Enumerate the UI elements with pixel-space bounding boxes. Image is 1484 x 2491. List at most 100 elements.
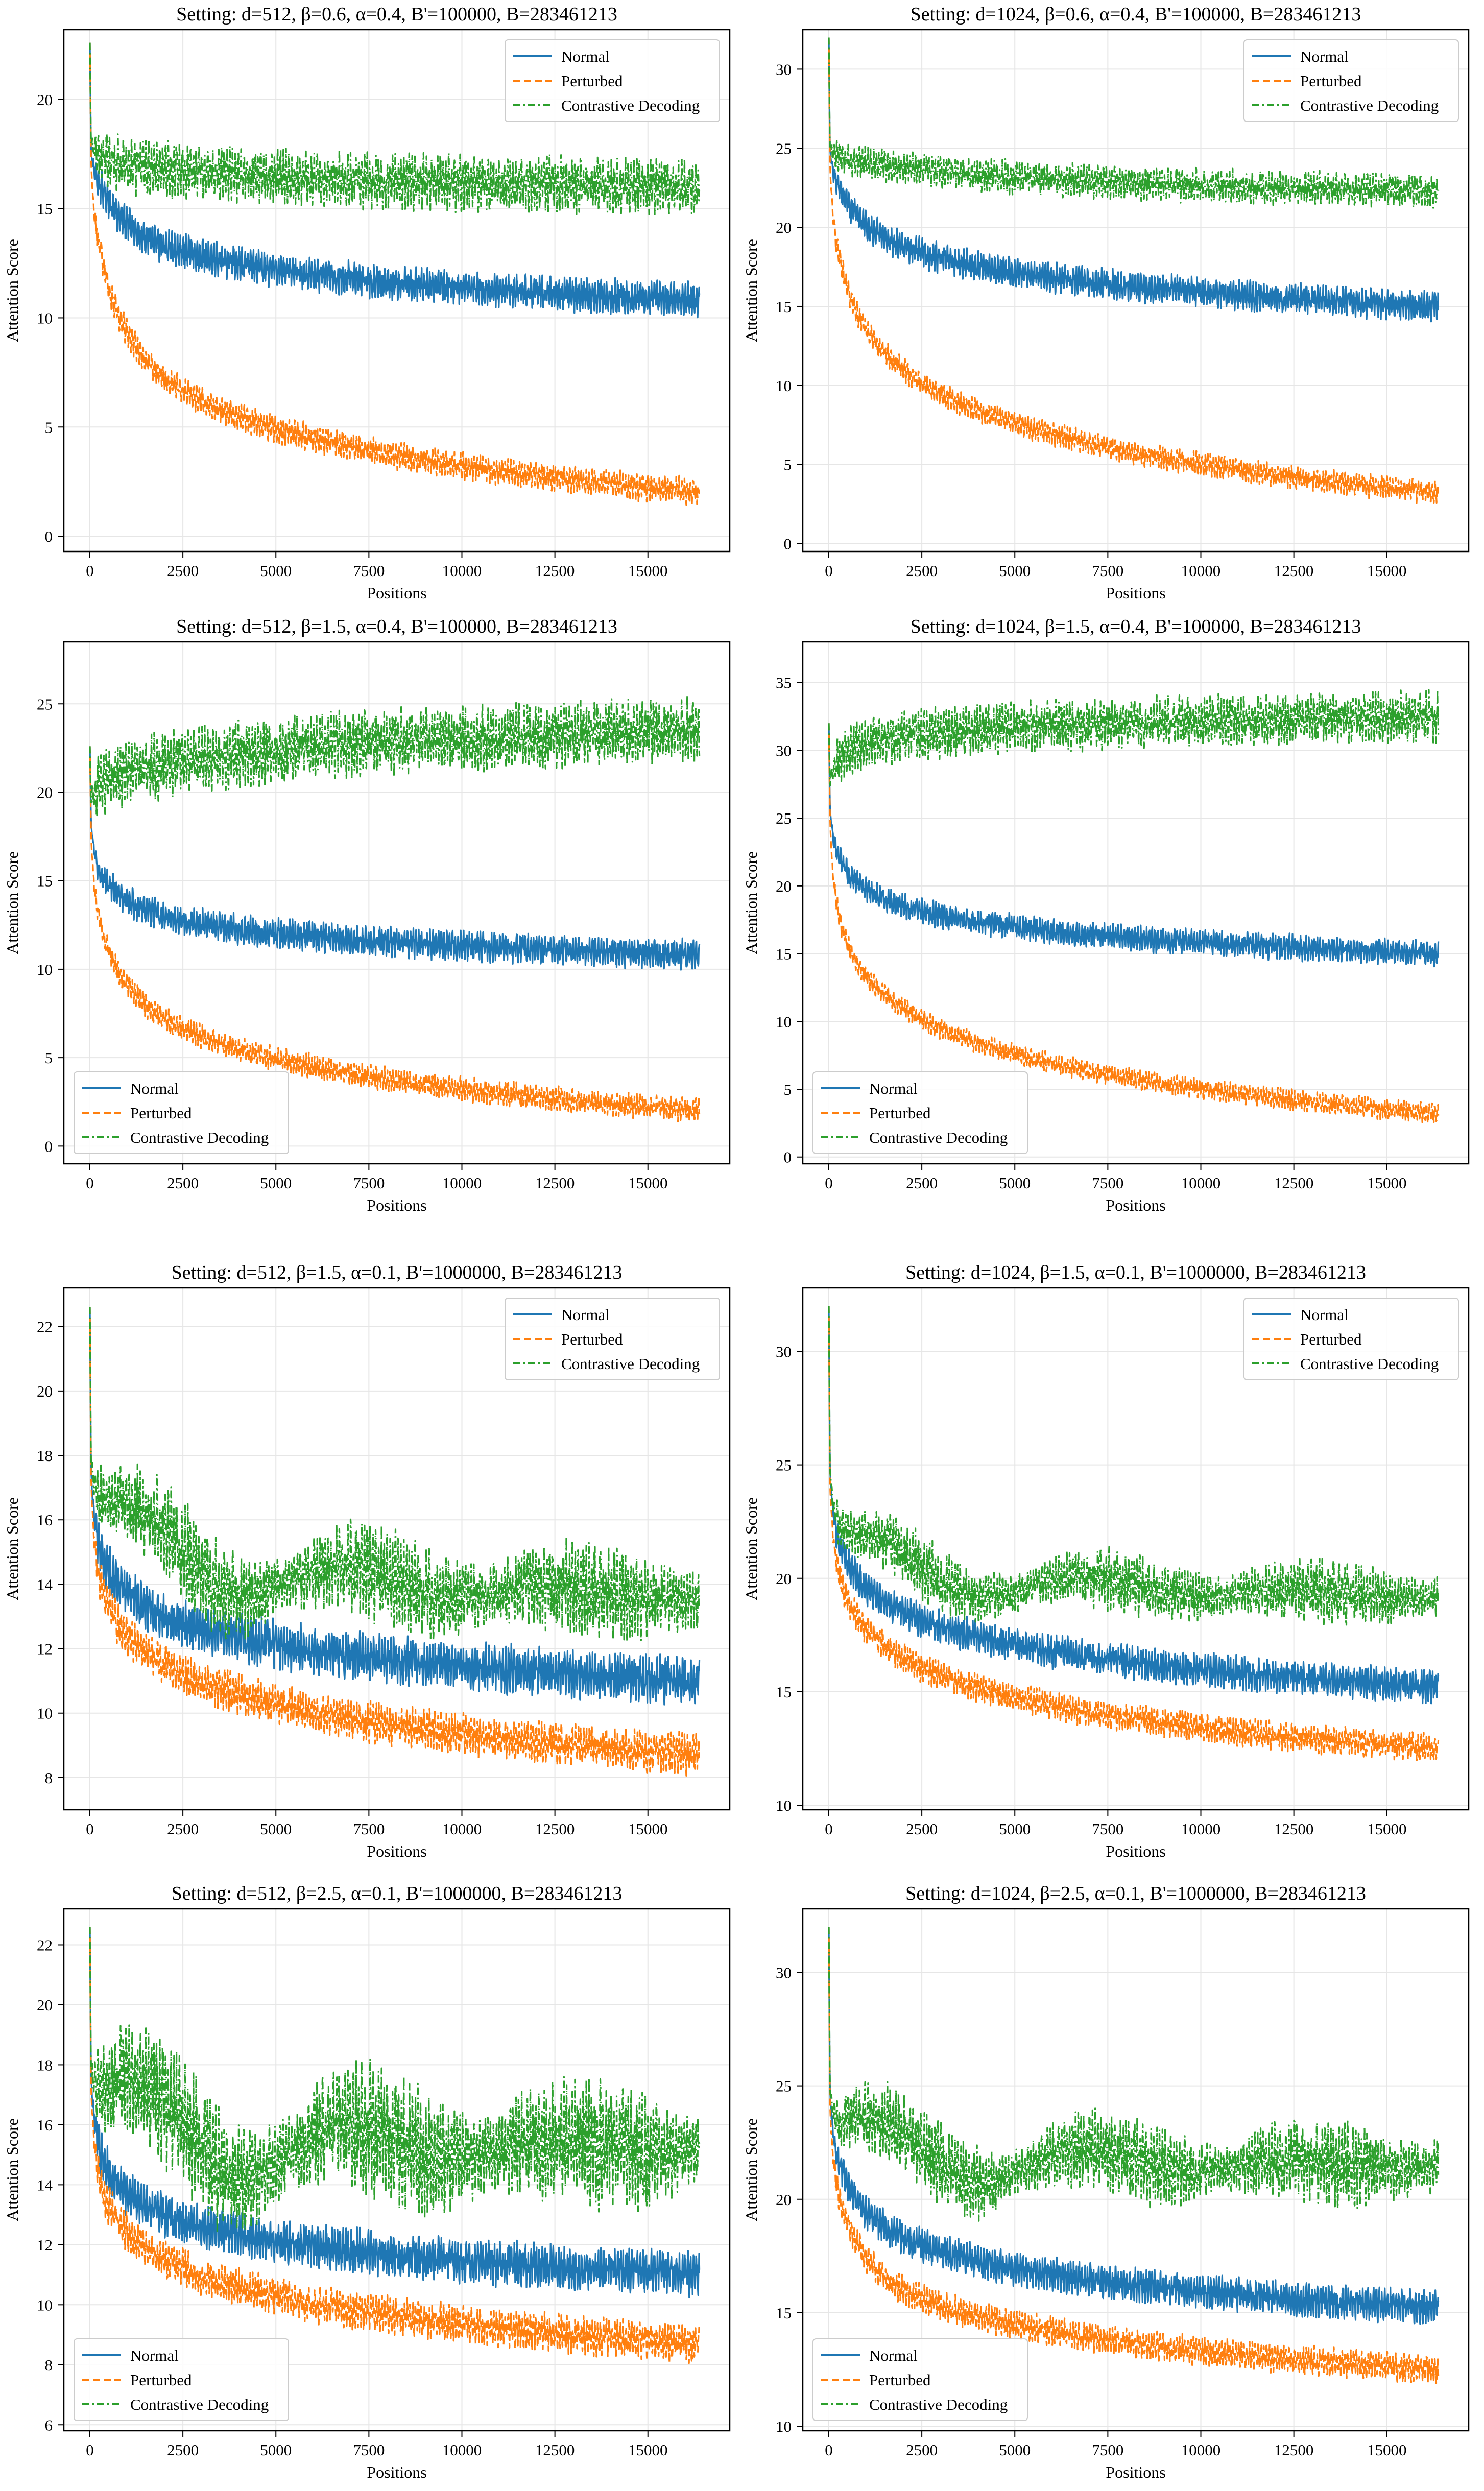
x-tick-label: 10000 (1181, 2441, 1221, 2459)
x-tick-label: 2500 (167, 562, 199, 580)
y-axis-label: Attention Score (742, 851, 760, 954)
x-tick-label: 15000 (628, 1820, 668, 1838)
series-line-contrastive-decoding (828, 1306, 1440, 1626)
series-line-normal (89, 1307, 701, 1706)
legend: Normal Perturbed Contrastive Decoding (812, 1071, 1028, 1154)
y-tick-label: 5 (784, 456, 792, 474)
plot-frame (63, 29, 731, 553)
chart-4: Setting: d=1024, β=1.5, α=0.4, B'=100000… (742, 616, 1470, 1214)
plot-frame (63, 641, 731, 1165)
y-tick-label: 0 (784, 535, 792, 553)
x-tick-label: 10000 (442, 562, 482, 580)
y-tick-label: 15 (776, 2304, 792, 2322)
chart-5: Setting: d=512, β=1.5, α=0.1, B'=1000000… (3, 1262, 731, 1860)
x-tick-label: 10000 (442, 1174, 482, 1192)
series-line-perturbed (89, 1927, 701, 2364)
chart-6: Setting: d=1024, β=1.5, α=0.1, B'=100000… (742, 1262, 1470, 1860)
series-line-perturbed (828, 723, 1440, 1123)
y-tick-label: 10 (776, 1013, 792, 1031)
x-tick-label: 10000 (442, 1820, 482, 1838)
y-tick-label: 14 (37, 1575, 53, 1593)
legend-label: Contrastive Decoding (1300, 1355, 1439, 1373)
x-tick-label: 15000 (1367, 1820, 1407, 1838)
y-tick-label: 5 (45, 418, 53, 436)
x-tick-label: 12500 (1274, 1820, 1314, 1838)
legend-label: Perturbed (1300, 72, 1362, 90)
y-tick-label: 22 (37, 1318, 53, 1336)
x-axis-label: Positions (1106, 2463, 1165, 2481)
y-tick-label: 25 (776, 809, 792, 827)
series-line-normal (89, 42, 701, 319)
legend: Normal Perturbed Contrastive Decoding (1243, 39, 1459, 122)
y-tick-label: 16 (37, 2116, 53, 2134)
x-tick-label: 5000 (260, 562, 292, 580)
x-tick-label: 12500 (535, 562, 575, 580)
x-tick-label: 7500 (353, 562, 385, 580)
y-tick-label: 30 (776, 60, 792, 78)
y-tick-label: 35 (776, 674, 792, 692)
series-line-normal (89, 1927, 701, 2299)
x-tick-label: 2500 (167, 1820, 199, 1838)
plot-frame (802, 1908, 1470, 2432)
y-tick-label: 20 (37, 1382, 53, 1400)
x-tick-label: 0 (825, 1820, 833, 1838)
x-tick-label: 15000 (1367, 1174, 1407, 1192)
x-tick-label: 0 (825, 1174, 833, 1192)
chart-title: Setting: d=1024, β=1.5, α=0.4, B'=100000… (911, 616, 1361, 637)
x-tick-label: 5000 (260, 1820, 292, 1838)
legend-label: Contrastive Decoding (1300, 97, 1439, 114)
x-tick-label: 5000 (260, 1174, 292, 1192)
legend-label: Normal (561, 47, 610, 65)
legend: Normal Perturbed Contrastive Decoding (505, 1298, 720, 1380)
legend-label: Perturbed (561, 72, 623, 90)
series-group (828, 1306, 1440, 1761)
legend-box (505, 1298, 720, 1380)
series-line-perturbed (89, 42, 701, 506)
x-tick-label: 10000 (442, 2441, 482, 2459)
series-line-perturbed (89, 746, 701, 1123)
legend-box (505, 39, 720, 122)
y-axis-label: Attention Score (3, 1497, 21, 1600)
y-tick-label: 0 (45, 1137, 53, 1155)
y-tick-label: 25 (776, 139, 792, 157)
y-tick-label: 0 (45, 528, 53, 545)
x-tick-label: 15000 (628, 1174, 668, 1192)
y-tick-label: 12 (37, 1640, 53, 1658)
legend-label: Contrastive Decoding (869, 1129, 1008, 1146)
x-tick-label: 12500 (1274, 562, 1314, 580)
x-axis-label: Positions (367, 1842, 426, 1860)
series-line-perturbed (89, 1307, 701, 1777)
y-axis-label: Attention Score (742, 1497, 760, 1600)
y-tick-label: 5 (45, 1049, 53, 1067)
chart-title: Setting: d=512, β=1.5, α=0.4, B'=100000,… (176, 616, 617, 637)
legend-label: Contrastive Decoding (130, 1129, 269, 1146)
chart-3: Setting: d=512, β=1.5, α=0.4, B'=100000,… (3, 616, 731, 1214)
series-line-contrastive-decoding (89, 1927, 701, 2233)
x-tick-label: 5000 (999, 2441, 1031, 2459)
legend: Normal Perturbed Contrastive Decoding (1243, 1298, 1459, 1380)
legend-label: Normal (869, 2346, 918, 2364)
legend-label: Perturbed (869, 1104, 931, 1122)
legend-box (74, 2338, 289, 2421)
legend-box (1243, 39, 1459, 122)
chart-title: Setting: d=1024, β=2.5, α=0.1, B'=100000… (905, 1883, 1366, 1904)
x-tick-label: 12500 (535, 1820, 575, 1838)
series-line-perturbed (828, 1927, 1440, 2384)
y-tick-label: 20 (776, 877, 792, 895)
y-tick-label: 25 (37, 695, 53, 713)
x-tick-label: 0 (825, 562, 833, 580)
chart-title: Setting: d=512, β=2.5, α=0.1, B'=1000000… (172, 1883, 623, 1904)
y-tick-label: 10 (37, 1705, 53, 1722)
x-tick-label: 12500 (535, 2441, 575, 2459)
series-line-contrastive-decoding (828, 37, 1440, 209)
x-tick-label: 0 (86, 1174, 94, 1192)
legend-label: Contrastive Decoding (561, 1355, 700, 1373)
x-axis-label: Positions (1106, 584, 1165, 602)
x-axis-label: Positions (367, 584, 426, 602)
y-tick-label: 15 (776, 945, 792, 963)
y-tick-label: 15 (776, 298, 792, 316)
x-tick-label: 5000 (999, 1174, 1031, 1192)
x-tick-label: 15000 (628, 562, 668, 580)
legend-label: Normal (561, 1306, 610, 1324)
x-tick-label: 5000 (999, 1820, 1031, 1838)
